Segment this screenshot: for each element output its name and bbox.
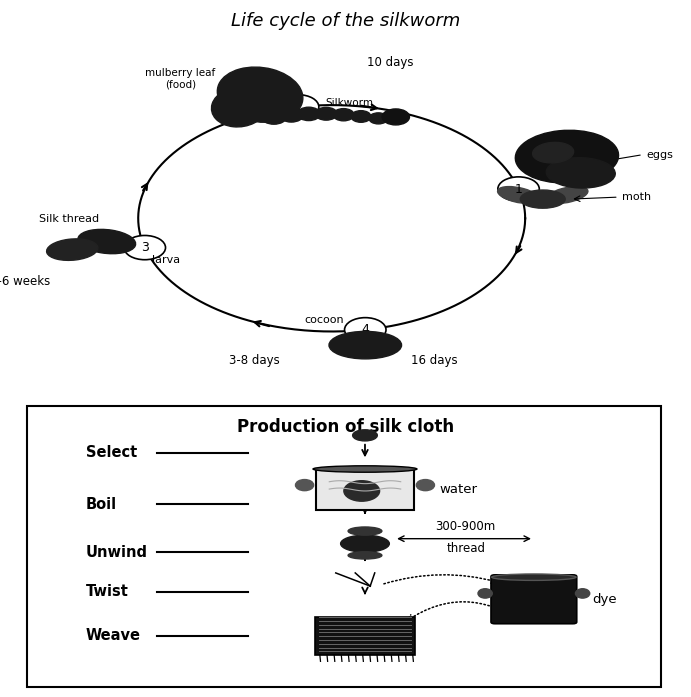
- Text: Silkworm
larva: Silkworm larva: [325, 98, 374, 120]
- Text: water: water: [439, 483, 477, 496]
- Ellipse shape: [576, 589, 589, 598]
- FancyBboxPatch shape: [314, 617, 415, 655]
- Circle shape: [277, 95, 319, 119]
- Ellipse shape: [491, 574, 576, 581]
- Circle shape: [333, 109, 354, 121]
- Text: 3-8 days: 3-8 days: [229, 353, 280, 367]
- Ellipse shape: [348, 527, 382, 535]
- Ellipse shape: [547, 158, 615, 188]
- Circle shape: [382, 109, 410, 125]
- Ellipse shape: [344, 481, 379, 501]
- Text: moth: moth: [622, 192, 652, 202]
- Ellipse shape: [520, 190, 565, 208]
- Ellipse shape: [348, 552, 382, 559]
- Text: 16 days: 16 days: [411, 353, 457, 367]
- FancyBboxPatch shape: [316, 469, 414, 510]
- Text: 2: 2: [294, 100, 302, 114]
- Text: eggs: eggs: [646, 150, 673, 160]
- Text: mulberry leaf
(food): mulberry leaf (food): [146, 68, 216, 89]
- Ellipse shape: [546, 187, 588, 204]
- Ellipse shape: [46, 239, 98, 261]
- Ellipse shape: [217, 67, 303, 122]
- FancyBboxPatch shape: [27, 406, 661, 687]
- Text: 1: 1: [515, 183, 522, 195]
- Text: 300-900m: 300-900m: [435, 521, 495, 533]
- Text: 3: 3: [141, 241, 149, 254]
- Ellipse shape: [352, 430, 377, 441]
- Ellipse shape: [329, 331, 401, 359]
- Ellipse shape: [296, 480, 314, 491]
- Ellipse shape: [211, 86, 267, 127]
- Text: 4-6 weeks: 4-6 weeks: [0, 275, 50, 289]
- Text: 10 days: 10 days: [367, 56, 414, 69]
- Text: Unwind: Unwind: [86, 545, 148, 560]
- Ellipse shape: [533, 142, 574, 163]
- Text: Production of silk cloth: Production of silk cloth: [237, 418, 454, 436]
- Ellipse shape: [515, 130, 618, 183]
- Text: Silk thread: Silk thread: [39, 214, 99, 224]
- Ellipse shape: [478, 589, 492, 598]
- Circle shape: [279, 108, 303, 122]
- Text: Select: Select: [86, 445, 137, 461]
- Text: thread: thread: [446, 542, 485, 556]
- Text: Boil: Boil: [86, 497, 117, 512]
- Text: cocoon: cocoon: [304, 314, 343, 325]
- Text: Life cycle of the silkworm: Life cycle of the silkworm: [231, 12, 460, 30]
- Circle shape: [351, 111, 371, 122]
- Circle shape: [124, 236, 166, 260]
- Circle shape: [498, 177, 539, 201]
- Ellipse shape: [416, 480, 435, 491]
- Text: 4: 4: [361, 323, 369, 336]
- Circle shape: [297, 107, 320, 121]
- Text: larva: larva: [152, 254, 180, 265]
- Text: Weave: Weave: [86, 629, 141, 643]
- Circle shape: [369, 113, 388, 124]
- Circle shape: [261, 109, 286, 124]
- Ellipse shape: [341, 535, 389, 552]
- Text: Twist: Twist: [86, 585, 129, 599]
- FancyBboxPatch shape: [491, 575, 577, 624]
- Circle shape: [315, 107, 337, 120]
- Text: dye: dye: [592, 592, 617, 606]
- Ellipse shape: [78, 229, 135, 254]
- Circle shape: [345, 318, 386, 342]
- Ellipse shape: [313, 466, 417, 473]
- Ellipse shape: [498, 187, 540, 204]
